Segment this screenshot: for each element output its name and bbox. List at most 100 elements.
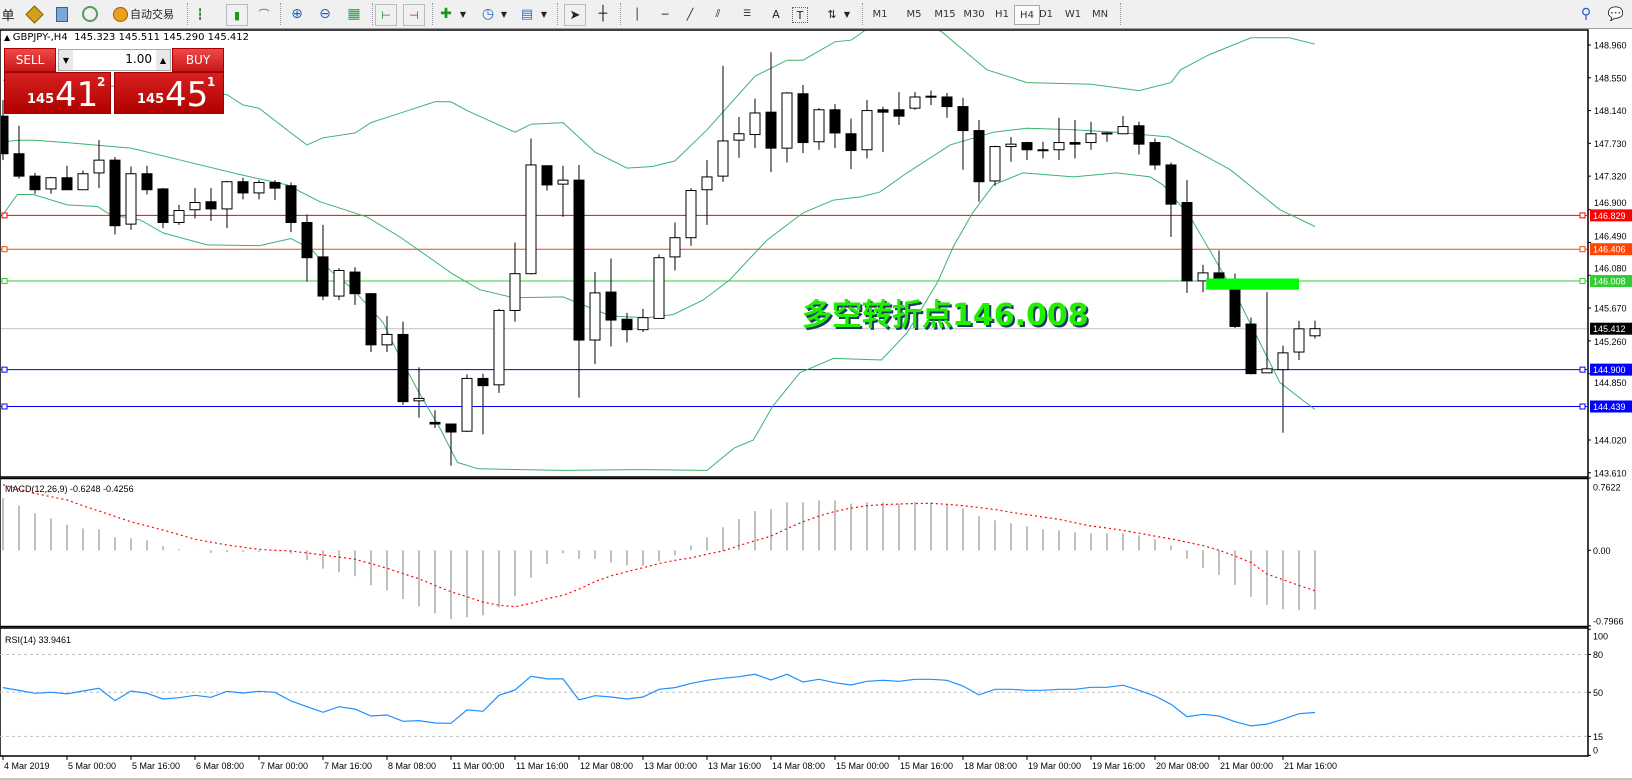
time-tick-label: 21 Mar 16:00 <box>1284 761 1337 771</box>
collapse-triangle-icon[interactable]: ▲ <box>4 33 13 42</box>
time-tick-label: 5 Mar 16:00 <box>132 761 180 771</box>
autoscroll-icon[interactable]: ⊣ <box>403 4 425 26</box>
templates-icon[interactable]: ▤ <box>520 6 534 22</box>
lot-size-input[interactable]: 1.00 <box>125 52 152 66</box>
equidistant-channel-icon[interactable]: ⫽ <box>715 7 721 20</box>
candle-body-bear <box>925 95 937 98</box>
timeframe-m5[interactable]: M5 <box>906 8 922 20</box>
candle-body-bear <box>61 177 73 191</box>
tile-windows-icon[interactable]: ▦ <box>347 6 361 22</box>
candle <box>349 267 361 305</box>
auto-trading-icon[interactable] <box>110 4 130 24</box>
zoom-in-icon[interactable]: ⊕ <box>291 6 303 22</box>
candle-body-bull <box>653 257 665 319</box>
price-tick-label: 146.490 <box>1594 232 1627 242</box>
timeframe-m30[interactable]: M30 <box>963 8 985 20</box>
rsi-label: RSI(14) 33.9461 <box>5 635 71 645</box>
candle-body-bear <box>205 201 217 210</box>
candle <box>557 165 569 217</box>
periods-icon[interactable]: ◷ <box>481 6 495 22</box>
chart-shift-icon[interactable]: ⊢ <box>375 4 397 26</box>
new-order-dropdown-icon[interactable]: ▼ <box>459 9 467 19</box>
candle <box>861 100 873 159</box>
time-tick-label: 11 Mar 00:00 <box>452 761 504 771</box>
new-order-icon[interactable]: ✚ <box>440 6 452 22</box>
timeframe-w1[interactable]: W1 <box>1064 8 1082 20</box>
price-tick-label: 147.730 <box>1594 139 1627 149</box>
level-handle-left <box>1 246 8 253</box>
increase-lot-icon[interactable]: ▲ <box>156 50 170 70</box>
level-price-label: 144.900 <box>1593 365 1626 375</box>
trendline-icon[interactable]: ╱ <box>686 7 694 21</box>
candle-body-bear <box>605 291 617 321</box>
candle-body-bear <box>893 109 905 117</box>
price-axis: 148.960 148.550 148.140 147.730 147.320 146.9… <box>1587 30 1632 756</box>
horizontal-line-icon[interactable]: ─ <box>661 7 669 21</box>
cursor-icon[interactable]: ➤ <box>564 4 586 26</box>
zoom-out-icon[interactable]: ⊖ <box>319 6 331 22</box>
periods-dropdown-icon[interactable]: ▼ <box>500 9 508 19</box>
candle <box>1245 317 1257 375</box>
price-tick-label: 145.670 <box>1594 304 1627 314</box>
timeframe-m15[interactable]: M15 <box>934 8 956 20</box>
rsi-axis-label: 50 <box>1593 688 1603 698</box>
timeframe-m1[interactable]: M1 <box>872 8 888 20</box>
buy-price-button[interactable]: 145 45 1 <box>114 72 224 114</box>
candle <box>205 188 217 221</box>
candle-body-bear <box>269 182 281 189</box>
decrease-lot-icon[interactable]: ▼ <box>59 50 73 70</box>
candle-body-bear <box>1245 323 1257 375</box>
line-chart-icon[interactable]: ⌒ <box>258 8 270 21</box>
candle-body-bull <box>749 112 761 136</box>
candle <box>1309 320 1321 339</box>
fibonacci-icon[interactable]: ☰ <box>742 9 752 19</box>
pivot-annotation-text[interactable]: 多空转折点146.008 <box>802 298 1089 333</box>
candle <box>845 118 857 169</box>
candle <box>77 170 89 191</box>
arrows-icon[interactable]: ⇅ <box>827 7 837 21</box>
candle <box>253 180 265 200</box>
candle-body-bear <box>1 115 9 155</box>
vertical-line-icon[interactable]: │ <box>633 7 641 21</box>
text-icon[interactable]: A <box>772 7 780 21</box>
crosshair-icon[interactable]: ┼ <box>598 6 608 22</box>
timeframe-h1[interactable]: H1 <box>995 8 1009 20</box>
arrows-dropdown-icon[interactable]: ▼ <box>843 9 851 19</box>
candle-body-bear <box>109 159 121 227</box>
candle <box>1181 180 1193 293</box>
candle-body-bear <box>1133 125 1145 145</box>
gold-icon[interactable] <box>24 4 44 24</box>
navigator-icon[interactable] <box>52 4 72 24</box>
time-tick-label: 15 Mar 16:00 <box>900 761 953 771</box>
candle-body-bull <box>733 133 745 141</box>
bar-chart-icon[interactable]: ┇ <box>196 7 204 21</box>
rsi-line <box>2 673 1316 727</box>
candle <box>621 312 633 343</box>
sell-price-button[interactable]: 145 41 2 <box>4 72 111 114</box>
candle-body-bull <box>509 273 521 311</box>
timeframe-h4[interactable]: H4 <box>1014 5 1040 25</box>
candle <box>749 98 761 149</box>
candle-body-bull <box>413 397 425 402</box>
candle <box>1261 292 1273 374</box>
buy-button[interactable]: BUY <box>172 48 224 72</box>
lot-size-stepper[interactable]: ▼ 1.00 ▲ <box>58 49 171 71</box>
chat-icon[interactable]: 💬 <box>1607 6 1625 22</box>
timeframe-d1[interactable]: D1 <box>1038 8 1054 20</box>
level-handle-right <box>1579 403 1586 410</box>
text-label-icon[interactable]: T <box>792 7 808 23</box>
menu-fragment[interactable]: 单 <box>1 8 15 24</box>
templates-dropdown-icon[interactable]: ▼ <box>540 9 548 19</box>
signals-icon[interactable] <box>80 4 100 24</box>
timeframe-mn[interactable]: MN <box>1091 8 1109 20</box>
search-icon[interactable]: ⚲ <box>1580 6 1592 22</box>
candle <box>1277 345 1289 433</box>
auto-trading-button[interactable]: 自动交易 <box>130 8 174 21</box>
candle-body-bear <box>1101 132 1113 135</box>
sell-button[interactable]: SELL <box>4 48 56 72</box>
macd-panel-frame <box>0 477 1589 628</box>
main-price-panel <box>1 31 1587 471</box>
time-tick-label: 11 Mar 16:00 <box>516 761 568 771</box>
candlestick-icon[interactable]: ▮ <box>226 4 248 26</box>
